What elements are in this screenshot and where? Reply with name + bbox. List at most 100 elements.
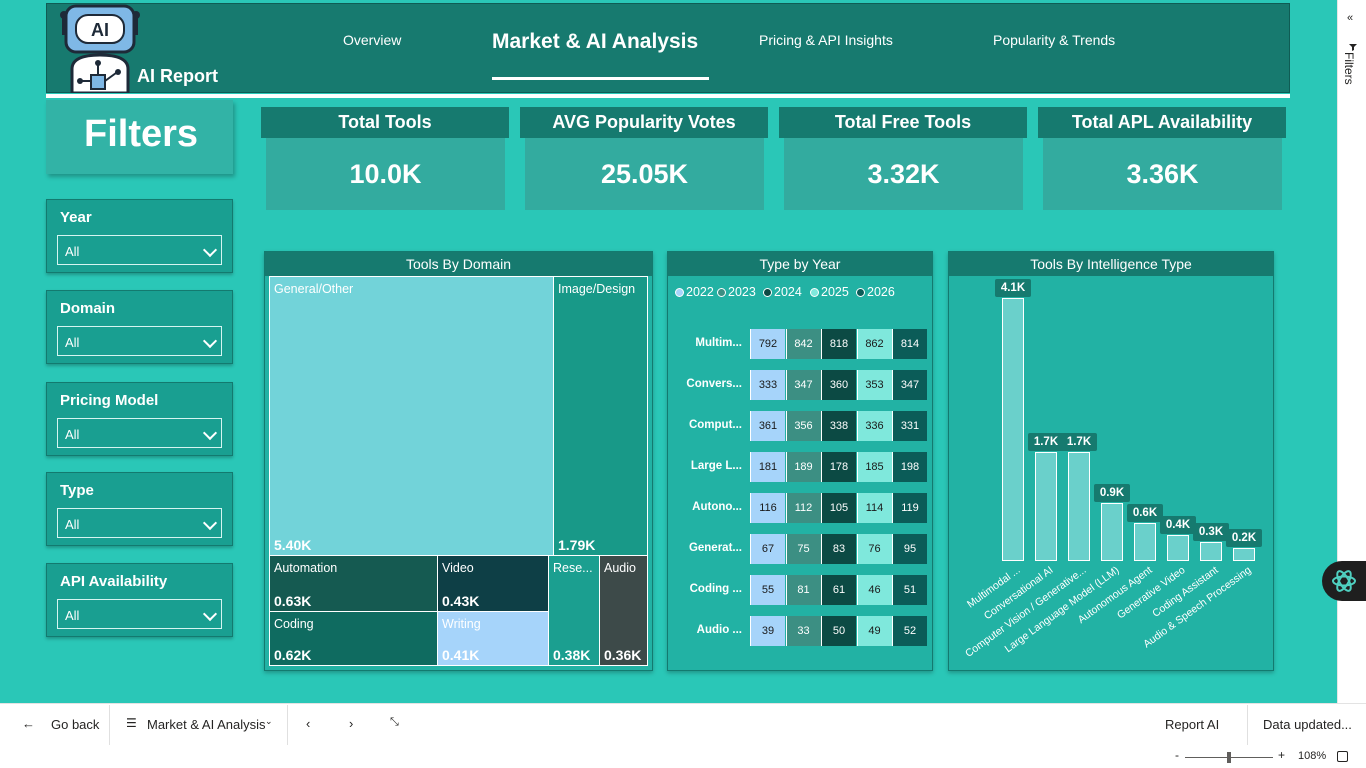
matrix-cell[interactable]: 356 [785, 411, 821, 441]
matrix-cell[interactable]: 361 [750, 411, 785, 441]
matrix-cell[interactable]: 360 [821, 370, 856, 400]
chart-bar[interactable] [1200, 541, 1222, 561]
matrix-cell[interactable]: 818 [821, 329, 856, 359]
tab-market-ai-analysis[interactable]: Market & AI Analysis [492, 30, 699, 53]
treemap-cell-coding[interactable]: Coding 0.62K [269, 611, 438, 666]
chart-bar[interactable] [1035, 451, 1057, 561]
matrix-cell[interactable]: 862 [856, 329, 892, 359]
chart-bar[interactable] [1233, 548, 1255, 561]
matrix-cell[interactable]: 81 [785, 575, 821, 605]
matrix-cell[interactable]: 331 [892, 411, 927, 441]
collapse-chevrons-icon[interactable]: « [1347, 12, 1354, 24]
matrix-cell[interactable]: 189 [785, 452, 821, 482]
previous-page-icon[interactable]: ‹ [306, 716, 311, 731]
matrix-cell[interactable]: 52 [892, 616, 927, 646]
matrix-row-label[interactable]: Coding ... [689, 583, 742, 595]
matrix-cell[interactable]: 116 [750, 493, 785, 523]
chart-bar[interactable] [1002, 298, 1024, 561]
domain-dropdown[interactable]: All [57, 326, 222, 356]
matrix-row-label[interactable]: Large L... [690, 460, 742, 472]
legend-item-2024[interactable]: 2024 [763, 285, 802, 299]
go-back-button[interactable]: Go back [51, 717, 100, 732]
matrix-cell[interactable]: 842 [785, 329, 821, 359]
type-dropdown[interactable]: All [57, 508, 222, 538]
matrix-cell[interactable]: 49 [856, 616, 892, 646]
arrow-left-icon[interactable]: ← [22, 716, 35, 731]
zoom-in-button[interactable]: + [1278, 748, 1286, 762]
matrix-cell[interactable]: 75 [785, 534, 821, 564]
next-page-icon[interactable]: › [349, 716, 354, 731]
copilot-button[interactable] [1322, 561, 1366, 601]
treemap-cell-value: 1.79K [558, 537, 596, 553]
matrix-row-label[interactable]: Convers... [686, 378, 742, 390]
tab-overview[interactable]: Overview [343, 32, 402, 48]
matrix-cell[interactable]: 353 [856, 370, 892, 400]
treemap-cell-writing[interactable]: Writing 0.41K [437, 611, 549, 666]
legend-item-2026[interactable]: 2026 [856, 285, 895, 299]
filters-pane-title[interactable]: Filters [1342, 52, 1356, 85]
matrix-cell[interactable]: 55 [750, 575, 785, 605]
legend-item-2023[interactable]: 2023 [717, 285, 756, 299]
year-dropdown[interactable]: All [57, 235, 222, 265]
matrix-cell[interactable]: 198 [892, 452, 927, 482]
matrix-cell[interactable]: 119 [892, 493, 927, 523]
matrix-cell[interactable]: 33 [785, 616, 821, 646]
kpi-free-tools-value[interactable]: 3.32K [784, 138, 1023, 210]
kpi-api-availability-value[interactable]: 3.36K [1043, 138, 1282, 210]
matrix-cell[interactable]: 51 [892, 575, 927, 605]
api-availability-dropdown[interactable]: All [57, 599, 222, 629]
matrix-cell[interactable]: 336 [856, 411, 892, 441]
tab-popularity-trends[interactable]: Popularity & Trends [993, 32, 1116, 48]
zoom-out-button[interactable]: - [1175, 748, 1179, 762]
zoom-slider-thumb[interactable] [1227, 752, 1231, 763]
pricing-model-dropdown[interactable]: All [57, 418, 222, 448]
matrix-cell[interactable]: 39 [750, 616, 785, 646]
collapse-icon[interactable]: ⤡ [390, 716, 399, 728]
matrix-row-label[interactable]: Autono... [692, 501, 742, 513]
chart-bar[interactable] [1167, 535, 1189, 561]
matrix-cell[interactable]: 181 [750, 452, 785, 482]
matrix-cell[interactable]: 814 [892, 329, 927, 359]
matrix-row-label[interactable]: Comput... [688, 419, 742, 431]
matrix-cell[interactable]: 792 [750, 329, 785, 359]
kpi-avg-popularity-value[interactable]: 25.05K [525, 138, 764, 210]
matrix-cell[interactable]: 185 [856, 452, 892, 482]
matrix-row-label[interactable]: Generat... [688, 542, 742, 554]
treemap-cell-image-design[interactable]: Image/Design 1.79K [553, 276, 648, 556]
chart-bar[interactable] [1134, 522, 1156, 561]
legend-label: 2026 [867, 285, 895, 299]
matrix-row-label[interactable]: Multim... [695, 337, 742, 349]
matrix-cell[interactable]: 347 [785, 370, 821, 400]
matrix-cell[interactable]: 50 [821, 616, 856, 646]
kpi-total-tools-value[interactable]: 10.0K [266, 138, 505, 210]
legend-item-2022[interactable]: 2022 [675, 285, 714, 299]
matrix-cell[interactable]: 67 [750, 534, 785, 564]
treemap-cell-automation[interactable]: Automation 0.63K [269, 555, 438, 612]
matrix-row-label[interactable]: Audio ... [696, 624, 742, 636]
data-updated-status[interactable]: Data updated... [1263, 717, 1352, 732]
chevron-down-icon[interactable]: ⌄ [265, 716, 273, 726]
matrix-cell[interactable]: 61 [821, 575, 856, 605]
chart-bar[interactable] [1068, 451, 1090, 561]
matrix-cell[interactable]: 46 [856, 575, 892, 605]
matrix-cell[interactable]: 76 [856, 534, 892, 564]
legend-item-2025[interactable]: 2025 [810, 285, 849, 299]
tab-pricing-api-insights[interactable]: Pricing & API Insights [759, 32, 893, 48]
treemap-cell-research[interactable]: Rese... 0.38K [548, 555, 600, 666]
treemap-cell-video[interactable]: Video 0.43K [437, 555, 549, 612]
matrix-cell[interactable]: 338 [821, 411, 856, 441]
matrix-cell[interactable]: 347 [892, 370, 927, 400]
matrix-cell[interactable]: 178 [821, 452, 856, 482]
treemap-cell-audio[interactable]: Audio 0.36K [599, 555, 648, 666]
matrix-cell[interactable]: 105 [821, 493, 856, 523]
matrix-cell[interactable]: 83 [821, 534, 856, 564]
matrix-cell[interactable]: 95 [892, 534, 927, 564]
fit-to-page-icon[interactable] [1337, 751, 1348, 762]
matrix-cell[interactable]: 333 [750, 370, 785, 400]
page-selector[interactable]: Market & AI Analysis [147, 717, 266, 732]
chart-bar[interactable] [1101, 503, 1123, 561]
matrix-cell[interactable]: 114 [856, 493, 892, 523]
visual-title: Tools By Domain [265, 252, 652, 276]
treemap-cell-general-other[interactable]: General/Other 5.40K [269, 276, 554, 556]
matrix-cell[interactable]: 112 [785, 493, 821, 523]
